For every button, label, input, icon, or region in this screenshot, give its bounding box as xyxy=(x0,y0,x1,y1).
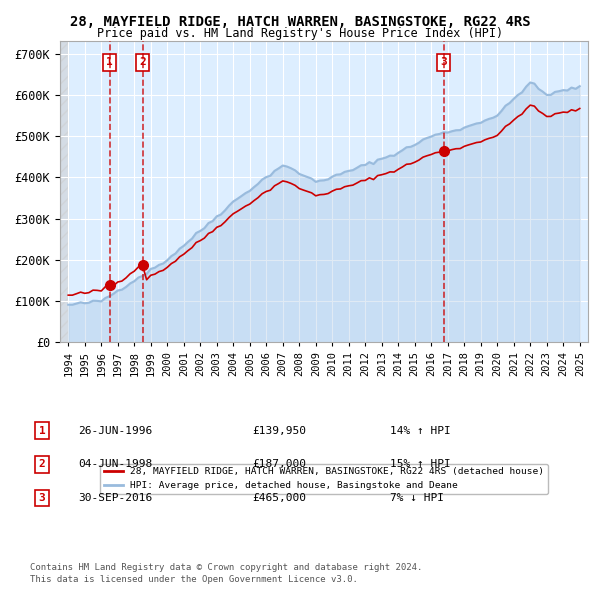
Text: 7% ↓ HPI: 7% ↓ HPI xyxy=(390,493,444,503)
Text: 2: 2 xyxy=(139,57,146,67)
Text: 28, MAYFIELD RIDGE, HATCH WARREN, BASINGSTOKE, RG22 4RS: 28, MAYFIELD RIDGE, HATCH WARREN, BASING… xyxy=(70,15,530,29)
Text: This data is licensed under the Open Government Licence v3.0.: This data is licensed under the Open Gov… xyxy=(30,575,358,584)
Text: 1: 1 xyxy=(38,426,46,435)
Text: £187,000: £187,000 xyxy=(252,460,306,469)
Text: £139,950: £139,950 xyxy=(252,426,306,435)
Text: 04-JUN-1998: 04-JUN-1998 xyxy=(78,460,152,469)
Text: 3: 3 xyxy=(38,493,46,503)
Text: 26-JUN-1996: 26-JUN-1996 xyxy=(78,426,152,435)
Text: 15% ↑ HPI: 15% ↑ HPI xyxy=(390,460,451,469)
Bar xyxy=(60,41,68,342)
Text: Price paid vs. HM Land Registry's House Price Index (HPI): Price paid vs. HM Land Registry's House … xyxy=(97,27,503,40)
Text: 1: 1 xyxy=(106,57,113,67)
Text: Contains HM Land Registry data © Crown copyright and database right 2024.: Contains HM Land Registry data © Crown c… xyxy=(30,563,422,572)
Text: £465,000: £465,000 xyxy=(252,493,306,503)
Text: 30-SEP-2016: 30-SEP-2016 xyxy=(78,493,152,503)
Text: 14% ↑ HPI: 14% ↑ HPI xyxy=(390,426,451,435)
Legend: 28, MAYFIELD RIDGE, HATCH WARREN, BASINGSTOKE, RG22 4RS (detached house), HPI: A: 28, MAYFIELD RIDGE, HATCH WARREN, BASING… xyxy=(100,464,548,494)
Text: 2: 2 xyxy=(38,460,46,469)
Text: 3: 3 xyxy=(440,57,447,67)
